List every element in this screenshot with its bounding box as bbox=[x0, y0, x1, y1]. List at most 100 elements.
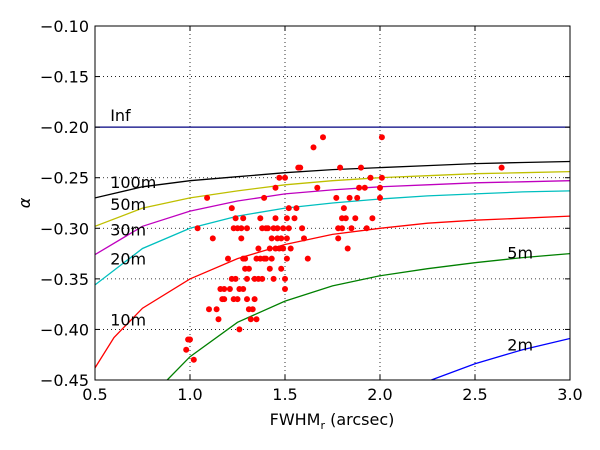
x-axis-label-tail: (arcsec) bbox=[325, 410, 394, 429]
curve-label-inf: Inf bbox=[110, 106, 131, 125]
data-point bbox=[287, 245, 294, 252]
data-point bbox=[187, 336, 193, 343]
data-point bbox=[348, 225, 355, 232]
axis-ticks: 0.5 1.0 1.5 2.0 2.5 3.0 −0.10 −0.15 −0.20 −0.25 −0… bbox=[40, 17, 583, 404]
data-point bbox=[240, 215, 247, 222]
data-point bbox=[261, 194, 268, 201]
data-point bbox=[285, 225, 292, 232]
data-point bbox=[358, 164, 364, 171]
curve-20m bbox=[95, 190, 570, 286]
data-point bbox=[215, 316, 222, 323]
data-point bbox=[263, 255, 269, 262]
data-point bbox=[238, 225, 245, 232]
data-point bbox=[278, 265, 285, 272]
curve-label-100m: 100m bbox=[110, 173, 156, 192]
data-point bbox=[225, 255, 231, 262]
data-point bbox=[340, 205, 347, 212]
data-point bbox=[244, 296, 250, 303]
data-point bbox=[304, 255, 311, 262]
data-point bbox=[337, 164, 344, 171]
data-point bbox=[276, 174, 283, 181]
y-tick-label: −0.20 bbox=[40, 118, 89, 137]
data-point bbox=[367, 174, 374, 181]
data-point bbox=[344, 245, 351, 252]
data-point bbox=[274, 225, 281, 232]
y-tick-label: −0.30 bbox=[40, 219, 89, 238]
curve-2m bbox=[431, 337, 570, 380]
data-point bbox=[240, 286, 247, 292]
data-point bbox=[253, 316, 260, 323]
x-tick-label: 2.0 bbox=[367, 385, 392, 404]
data-point bbox=[183, 346, 190, 353]
data-point bbox=[297, 164, 304, 171]
y-tick-label: −0.10 bbox=[40, 17, 89, 36]
data-point bbox=[209, 235, 216, 242]
data-point bbox=[245, 265, 252, 272]
data-point bbox=[264, 225, 271, 232]
model-curves bbox=[95, 126, 570, 380]
data-point bbox=[251, 296, 258, 303]
data-point bbox=[310, 144, 317, 151]
x-tick-label: 1.0 bbox=[177, 385, 202, 404]
data-point bbox=[333, 194, 340, 201]
x-tick-label: 3.0 bbox=[557, 385, 582, 404]
data-point bbox=[255, 245, 262, 252]
data-point bbox=[266, 265, 273, 272]
x-axis-label: FWHMr (arcsec) bbox=[270, 410, 395, 432]
data-point bbox=[268, 255, 275, 262]
y-tick-label: −0.15 bbox=[40, 68, 89, 87]
data-point bbox=[377, 184, 383, 191]
curve-label-50m: 50m bbox=[110, 195, 146, 214]
data-point bbox=[377, 194, 383, 201]
curve-10m bbox=[95, 215, 570, 369]
data-point bbox=[228, 205, 235, 212]
data-point bbox=[283, 255, 290, 262]
data-point bbox=[291, 215, 298, 222]
y-tick-label: −0.40 bbox=[40, 320, 89, 339]
curve-label-20m: 20m bbox=[110, 250, 146, 269]
data-point bbox=[356, 184, 363, 191]
x-tick-label: 1.5 bbox=[272, 385, 297, 404]
data-point bbox=[234, 296, 241, 303]
data-point bbox=[213, 306, 220, 313]
data-point bbox=[378, 134, 385, 141]
data-point bbox=[238, 235, 245, 242]
curve-label-5m: 5m bbox=[507, 244, 533, 263]
data-point bbox=[346, 194, 353, 201]
data-point bbox=[299, 225, 306, 232]
data-point bbox=[498, 164, 505, 171]
data-point bbox=[282, 286, 288, 292]
data-point bbox=[282, 174, 288, 181]
data-point bbox=[320, 134, 326, 141]
data-point bbox=[278, 235, 285, 242]
data-point bbox=[221, 286, 228, 292]
data-point bbox=[293, 205, 300, 212]
data-point bbox=[244, 275, 250, 282]
data-point bbox=[314, 184, 321, 191]
curve-labels: Inf 100m 50m 30m 20m 10m 5m 2m bbox=[110, 106, 533, 355]
data-point bbox=[242, 255, 249, 262]
curve-label-10m: 10m bbox=[110, 310, 146, 329]
data-point bbox=[268, 235, 275, 242]
curve-label-30m: 30m bbox=[110, 220, 146, 239]
data-point bbox=[247, 316, 254, 323]
data-point bbox=[272, 215, 279, 222]
x-tick-label: 2.5 bbox=[462, 385, 487, 404]
data-point bbox=[363, 225, 370, 232]
data-point bbox=[352, 215, 359, 222]
x-tick-label: 0.5 bbox=[82, 385, 107, 404]
data-point bbox=[361, 184, 368, 191]
curve-5m bbox=[166, 252, 570, 380]
data-point bbox=[244, 225, 250, 232]
data-point bbox=[339, 225, 345, 232]
y-tick-label: −0.35 bbox=[40, 270, 89, 289]
data-point bbox=[190, 356, 197, 363]
data-point bbox=[232, 275, 239, 282]
data-point bbox=[266, 245, 273, 252]
data-point bbox=[221, 296, 228, 303]
data-point bbox=[206, 306, 212, 313]
data-point bbox=[280, 245, 287, 252]
data-point bbox=[259, 275, 266, 282]
data-point bbox=[335, 235, 342, 242]
